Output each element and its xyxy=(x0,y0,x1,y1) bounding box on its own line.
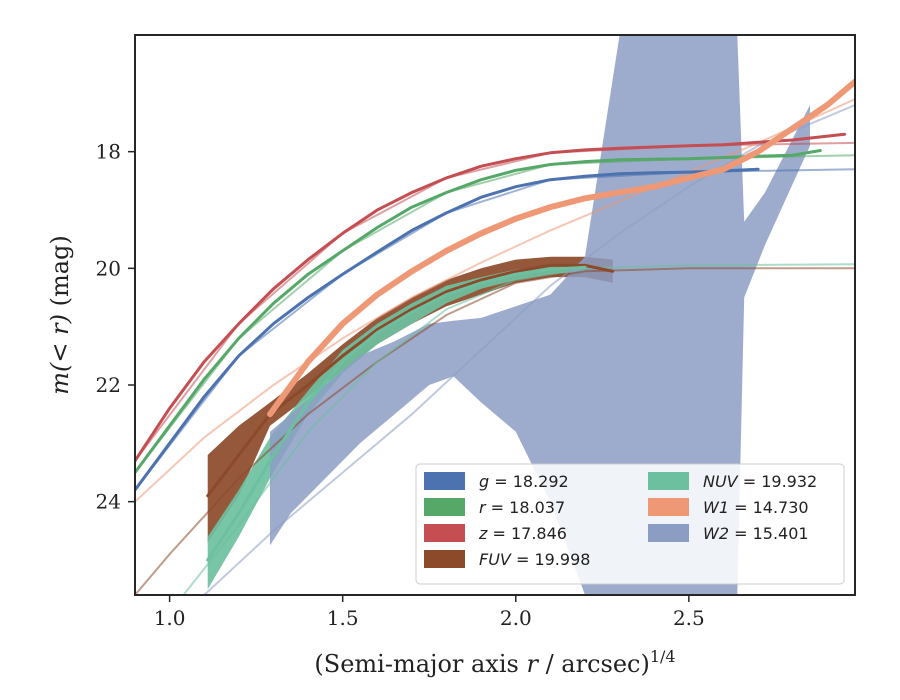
legend-swatch-nuv xyxy=(648,472,689,490)
legend-swatch-r xyxy=(424,498,465,516)
y-tick-label: 22 xyxy=(96,373,121,397)
x-axis-title: (Semi-major axis r / arcsec)1/4 xyxy=(314,647,675,678)
x-axis: 1.0 1.5 2.0 2.5 xyxy=(154,595,705,630)
legend-swatch-z xyxy=(424,524,465,542)
legend-swatch-fuv xyxy=(424,550,465,568)
x-tick-label: 1.0 xyxy=(154,606,186,630)
model-curve-fuv xyxy=(135,267,855,595)
y-tick-label: 18 xyxy=(96,140,121,164)
y-tick-label: 20 xyxy=(96,256,121,280)
x-tick-label: 2.5 xyxy=(673,606,705,630)
y-axis-title: m(< r) (mag) xyxy=(46,235,74,395)
legend-label-nuv: NUV = 19.932 xyxy=(703,472,817,491)
curve-r xyxy=(135,149,822,474)
curve-g xyxy=(135,167,760,492)
curve-w1 xyxy=(267,78,855,418)
band-w2 xyxy=(270,35,810,595)
legend-label-g: g = 18.292 xyxy=(479,472,569,491)
curve-z xyxy=(135,132,847,463)
y-axis: 18 20 22 24 xyxy=(96,140,135,514)
legend-label-w2: W2 = 15.401 xyxy=(703,524,809,543)
legend-swatch-w1 xyxy=(648,498,689,516)
model-curve-w1 xyxy=(135,98,855,503)
x-tick-label: 1.5 xyxy=(327,606,359,630)
model-curve-nuv xyxy=(182,263,855,595)
legend-label-w1: W1 = 14.730 xyxy=(703,498,809,517)
plot-frame xyxy=(134,34,856,596)
curve-nuv xyxy=(206,265,587,562)
y-tick-label: 24 xyxy=(96,490,121,514)
legend: g = 18.292 r = 18.037 z = 17.846 FUV = 19.9… xyxy=(415,463,845,585)
legend-label-fuv: FUV = 19.998 xyxy=(479,550,590,569)
legend-frame xyxy=(415,463,845,585)
x-tick-label: 2.0 xyxy=(500,606,532,630)
legend-swatch-g xyxy=(424,472,465,490)
legend-swatch-w2 xyxy=(648,524,689,542)
data-curve-layer xyxy=(135,78,855,562)
legend-label-z: z = 17.846 xyxy=(478,524,567,543)
legend-label-r: r = 18.037 xyxy=(479,498,565,517)
